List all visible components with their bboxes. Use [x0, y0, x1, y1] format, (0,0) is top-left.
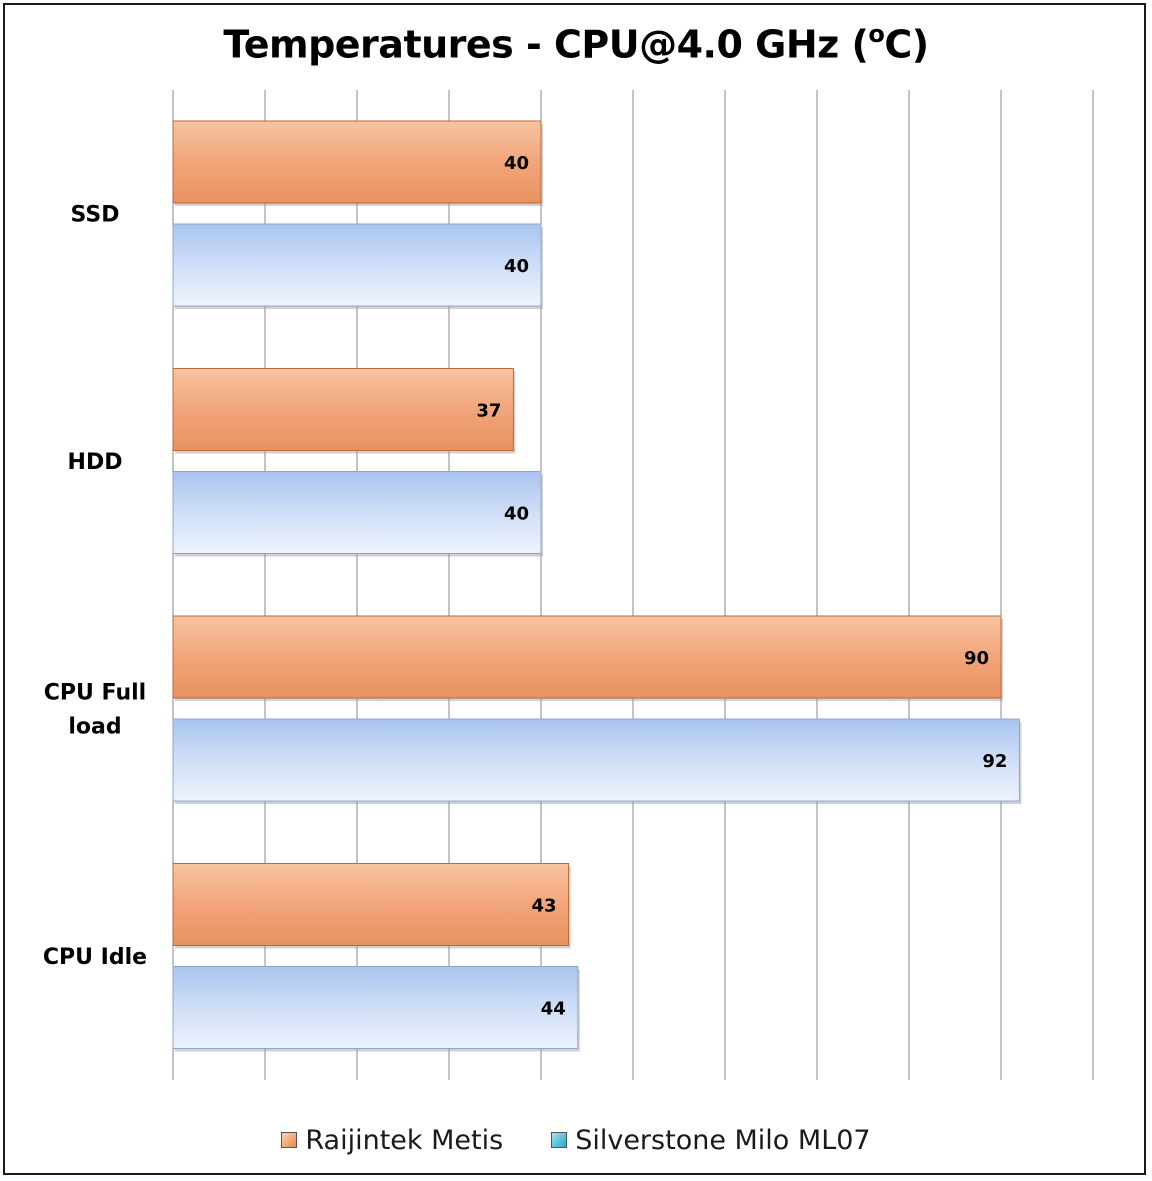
legend-item-silverstone: Silverstone Milo ML07	[551, 1124, 871, 1156]
data-label: 92	[982, 751, 1007, 772]
data-label: 40	[504, 153, 529, 174]
bar-raijintek-0	[172, 120, 542, 204]
data-label: 37	[476, 401, 501, 422]
legend-swatch-icon	[281, 1132, 298, 1148]
legend-label: Raijintek Metis	[305, 1124, 504, 1156]
bar-silverstone-0	[172, 223, 542, 307]
bar-raijintek-2	[172, 615, 1002, 699]
legend-item-raijintek: Raijintek Metis	[281, 1125, 503, 1156]
chart-title: Temperatures - CPU@4.0 GHz (oC)	[0, 20, 1152, 67]
category-label: CPU Full load	[44, 681, 146, 740]
data-label: 40	[504, 504, 529, 525]
category-label: HDD	[68, 450, 123, 475]
legend: Raijintek Metis Silverstone Milo ML07	[0, 1122, 1152, 1158]
legend-swatch-icon	[551, 1132, 568, 1148]
labels: 40 40 SSD 37 40 HDD 90 92 CPU Full load 43 44 CPU Id…	[43, 153, 1008, 1020]
chart-title-unit: C)	[884, 22, 929, 67]
data-label: 44	[541, 999, 566, 1020]
data-label: 43	[532, 896, 557, 917]
bar-raijintek-3	[172, 863, 570, 946]
bar-silverstone-1	[172, 471, 542, 554]
chart-title-main: Temperatures - CPU@4.0 GHz (	[223, 22, 869, 67]
data-label: 90	[964, 648, 989, 669]
bars	[172, 120, 1022, 1052]
chart-title-degree: o	[868, 20, 885, 48]
category-label: SSD	[71, 203, 120, 228]
bar-silverstone-2	[172, 718, 1020, 802]
bar-raijintek-1	[172, 368, 514, 451]
bar-silverstone-3	[172, 966, 579, 1049]
legend-label: Silverstone Milo ML07	[575, 1124, 871, 1156]
data-label: 40	[504, 256, 529, 277]
category-label: CPU Idle	[43, 945, 147, 970]
